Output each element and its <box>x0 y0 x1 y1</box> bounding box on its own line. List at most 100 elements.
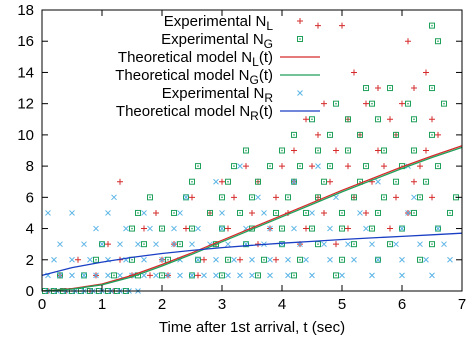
data-point-cross <box>237 272 243 279</box>
data-point-plus <box>393 194 399 201</box>
data-point-square <box>225 178 231 185</box>
data-point-plus <box>297 18 303 24</box>
data-point-square <box>135 209 141 216</box>
data-point-square <box>339 225 345 232</box>
data-point-plus <box>351 69 357 76</box>
data-point-square <box>195 163 201 170</box>
data-point-square <box>327 163 333 170</box>
x-tick-label: 6 <box>398 296 406 313</box>
legend-entry: Theoretical model NR(t) <box>116 103 320 123</box>
data-point-cross <box>441 241 447 248</box>
data-point-square-dot <box>431 87 433 89</box>
data-point-square-dot <box>293 134 295 136</box>
data-point-square <box>81 272 87 279</box>
data-point-square <box>219 194 225 201</box>
data-point-cross <box>225 272 231 279</box>
data-point-square <box>297 163 303 170</box>
data-point-plus <box>363 100 369 107</box>
y-tick-label: 10 <box>17 127 34 144</box>
data-point-plus <box>381 163 387 170</box>
data-point-plus <box>273 194 279 201</box>
data-point-square <box>255 178 261 185</box>
data-point-cross <box>267 272 273 279</box>
data-point-square-dot <box>449 212 451 214</box>
y-tick-label: 12 <box>17 96 34 113</box>
data-point-cross <box>375 178 381 185</box>
data-point-square <box>267 163 273 170</box>
data-point-cross <box>201 272 207 279</box>
data-point-square-dot <box>389 87 391 89</box>
data-point-cross <box>369 272 375 279</box>
data-point-cross <box>45 210 51 216</box>
data-point-square <box>333 100 339 107</box>
data-point-square <box>285 194 291 201</box>
data-point-square <box>363 85 369 92</box>
data-point-plus <box>147 272 153 279</box>
data-point-square <box>339 209 345 216</box>
data-point-plus <box>333 241 339 248</box>
data-point-square-dot <box>347 118 349 120</box>
data-point-square-dot <box>281 227 283 230</box>
data-point-cross <box>123 225 129 232</box>
data-point-cross <box>93 272 99 279</box>
data-point-plus <box>273 256 279 263</box>
legend-entry: Experimental NL <box>164 13 303 33</box>
data-point-plus <box>315 131 321 138</box>
data-point-cross <box>327 225 333 232</box>
data-point-cross <box>93 225 99 232</box>
data-point-cross <box>171 241 177 248</box>
legend-entry: Theoretical model NL(t) <box>118 49 320 69</box>
data-point-square-dot <box>401 165 403 167</box>
data-point-square <box>255 272 261 279</box>
data-point-square-dot <box>431 24 433 27</box>
data-point-square <box>441 100 447 107</box>
y-tick-label: 16 <box>17 33 34 50</box>
data-point-square <box>381 194 387 201</box>
data-point-square-dot <box>365 165 367 167</box>
data-point-cross <box>369 241 375 248</box>
data-point-cross <box>447 256 453 263</box>
data-point-cross <box>171 225 177 232</box>
legend-label: Theoretical model NR(t) <box>116 103 273 123</box>
data-point-square-dot <box>161 227 163 230</box>
data-point-square-dot <box>227 181 229 183</box>
data-point-plus <box>309 163 315 170</box>
data-point-plus <box>363 209 369 216</box>
data-point-plus <box>75 256 81 263</box>
data-point-square-dot <box>413 212 415 214</box>
data-point-square <box>243 147 249 154</box>
data-point-square-dot <box>263 259 265 261</box>
series-line-theoretical-model-n-r-t <box>41 232 463 277</box>
data-point-square <box>189 178 195 185</box>
data-point-square-dot <box>383 149 385 152</box>
data-point-plus <box>429 116 435 123</box>
data-point-square <box>111 272 117 279</box>
data-point-square <box>243 241 249 248</box>
data-point-plus <box>249 209 255 216</box>
data-point-cross <box>399 225 405 232</box>
data-point-cross <box>399 256 405 263</box>
data-point-cross <box>141 210 147 216</box>
data-point-square <box>177 241 183 248</box>
data-point-square-dot <box>209 212 211 214</box>
data-point-square-dot <box>257 181 259 183</box>
data-point-plus <box>321 209 327 216</box>
data-point-square-dot <box>305 212 307 214</box>
data-point-square <box>429 85 435 92</box>
data-point-square <box>375 209 381 216</box>
data-point-square <box>315 147 321 154</box>
data-point-square-dot <box>353 243 355 245</box>
data-point-plus <box>417 163 423 170</box>
data-point-cross <box>309 210 315 216</box>
data-point-square-dot <box>359 134 361 136</box>
data-point-square-dot <box>221 274 223 277</box>
data-point-square-dot <box>113 274 115 277</box>
x-tick-label: 1 <box>98 296 106 313</box>
data-point-square-dot <box>221 196 223 199</box>
data-point-cross <box>237 163 243 169</box>
data-point-plus <box>435 131 441 138</box>
data-point-square-dot <box>341 259 343 261</box>
data-point-square <box>183 194 189 201</box>
data-point-cross <box>363 225 369 232</box>
data-point-square <box>447 209 453 216</box>
